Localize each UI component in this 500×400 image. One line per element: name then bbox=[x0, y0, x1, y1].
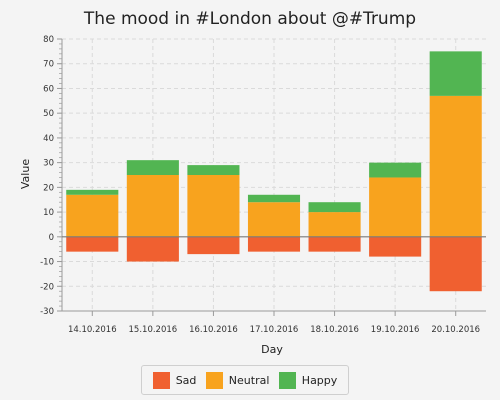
legend-swatch-neutral bbox=[205, 371, 223, 389]
legend-item-neutral: Neutral bbox=[205, 371, 270, 389]
y-tick-label: 40 bbox=[43, 134, 54, 144]
chart-title: The mood in #London about @#Trump bbox=[83, 9, 416, 29]
y-tick-label: -20 bbox=[40, 282, 54, 292]
y-tick-label: 50 bbox=[43, 109, 54, 119]
y-tick-label: 0 bbox=[49, 233, 54, 243]
legend-label-sad: Sad bbox=[175, 373, 197, 387]
x-tick-label: 18.10.2016 bbox=[310, 325, 359, 335]
bar-sad-14.10.2016 bbox=[66, 236, 119, 252]
bar-neutral-18.10.2016 bbox=[308, 212, 361, 237]
legend-label-neutral: Neutral bbox=[228, 373, 270, 387]
bar-neutral-19.10.2016 bbox=[369, 177, 422, 237]
bar-sad-15.10.2016 bbox=[126, 236, 179, 262]
legend-item-happy: Happy bbox=[278, 371, 338, 389]
x-tick-label: 20.10.2016 bbox=[431, 325, 480, 335]
legend-swatch-sad bbox=[152, 371, 170, 389]
x-tick-label: 19.10.2016 bbox=[371, 325, 420, 335]
bar-sad-16.10.2016 bbox=[187, 236, 240, 255]
y-tick-label: 70 bbox=[43, 60, 54, 70]
y-tick-label: 80 bbox=[43, 35, 54, 45]
y-tick-label: 10 bbox=[43, 208, 54, 218]
x-tick-label: 17.10.2016 bbox=[250, 325, 299, 335]
bar-sad-19.10.2016 bbox=[369, 236, 422, 257]
bars bbox=[66, 51, 482, 292]
bar-happy-18.10.2016 bbox=[308, 202, 361, 213]
x-tick-label: 16.10.2016 bbox=[189, 325, 238, 335]
y-axis-label: Value bbox=[19, 159, 32, 189]
bar-sad-20.10.2016 bbox=[429, 236, 482, 292]
y-tick-label: -10 bbox=[40, 258, 54, 268]
bar-neutral-14.10.2016 bbox=[66, 194, 119, 237]
bar-happy-19.10.2016 bbox=[369, 162, 422, 178]
bar-happy-14.10.2016 bbox=[66, 189, 119, 195]
legend-label-happy: Happy bbox=[301, 373, 338, 387]
legend: Sad Neutral Happy bbox=[141, 365, 349, 395]
x-axis-label: Day bbox=[261, 343, 283, 356]
legend-swatch-happy bbox=[278, 371, 296, 389]
bar-happy-16.10.2016 bbox=[187, 165, 240, 175]
x-tick-label: 15.10.2016 bbox=[129, 325, 178, 335]
bar-sad-17.10.2016 bbox=[247, 236, 301, 252]
bar-neutral-16.10.2016 bbox=[187, 175, 240, 237]
bar-neutral-15.10.2016 bbox=[126, 175, 179, 237]
tick-labels: -30 -20 -10 0 10 20 30 40 50 60 70 80 14.10.2016 15.1… bbox=[40, 35, 480, 335]
axes bbox=[57, 38, 486, 316]
y-tick-label: 20 bbox=[43, 183, 54, 193]
y-tick-label: 60 bbox=[43, 84, 54, 94]
bar-neutral-17.10.2016 bbox=[247, 202, 301, 237]
bar-happy-20.10.2016 bbox=[429, 51, 482, 96]
bar-sad-18.10.2016 bbox=[308, 236, 361, 252]
y-tick-label: 30 bbox=[43, 159, 54, 169]
y-tick-label: -30 bbox=[40, 307, 54, 317]
x-tick-label: 14.10.2016 bbox=[68, 325, 117, 335]
bar-neutral-20.10.2016 bbox=[429, 95, 482, 237]
bar-happy-15.10.2016 bbox=[126, 160, 179, 175]
legend-item-sad: Sad bbox=[152, 371, 197, 389]
bar-happy-17.10.2016 bbox=[247, 194, 301, 203]
grid-lines bbox=[62, 38, 486, 312]
